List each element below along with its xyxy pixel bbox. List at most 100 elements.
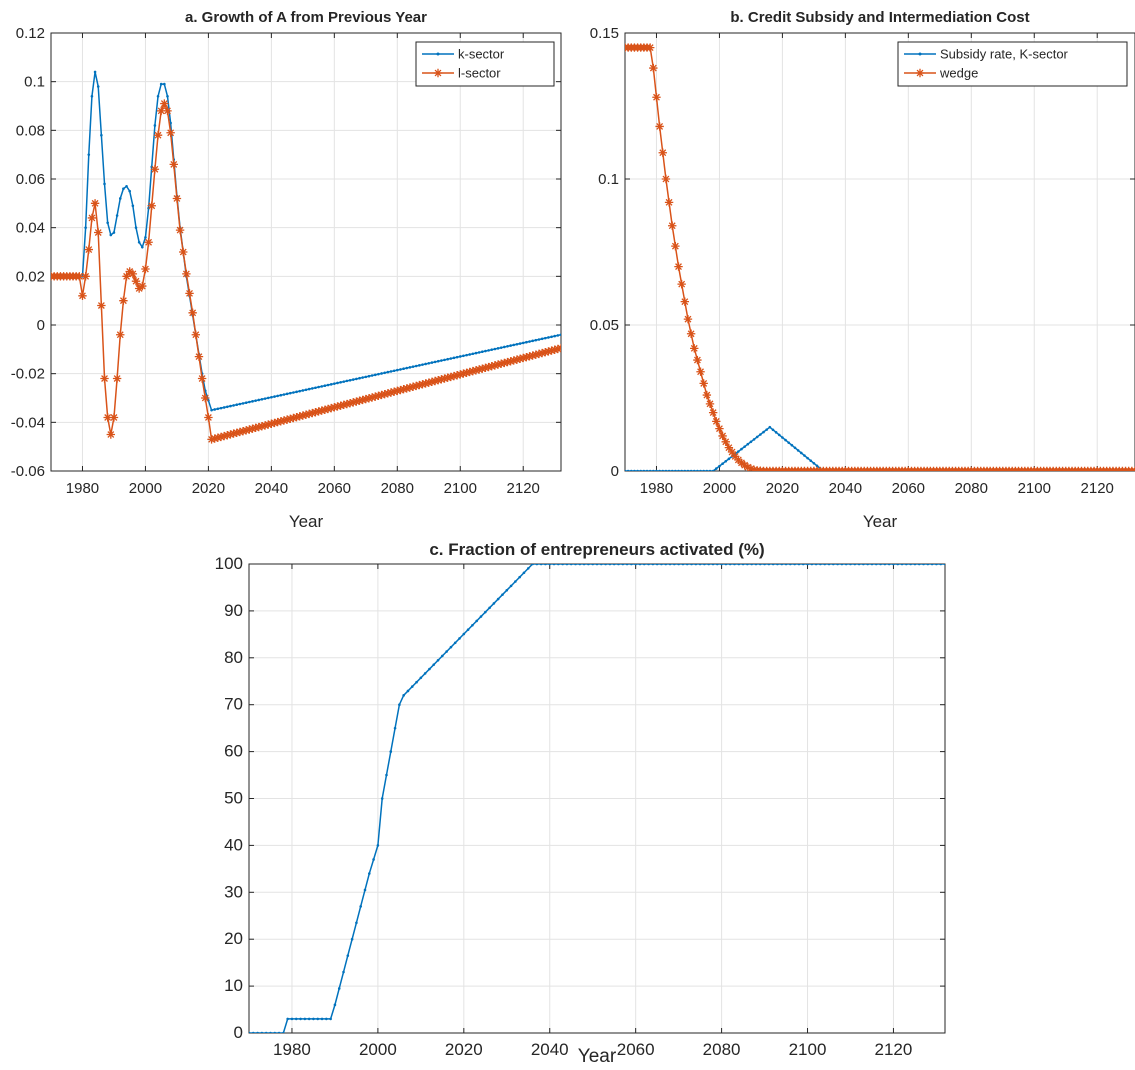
data-point xyxy=(90,199,100,208)
data-point xyxy=(436,359,440,363)
data-point xyxy=(317,406,326,415)
data-point xyxy=(266,396,270,400)
data-point xyxy=(131,204,135,208)
data-point xyxy=(547,336,550,339)
data-point xyxy=(342,380,346,383)
data-point xyxy=(441,654,444,658)
data-point xyxy=(106,430,116,439)
data-point xyxy=(449,371,459,381)
y-tick-label: 100 xyxy=(215,554,243,573)
data-point xyxy=(320,1017,324,1021)
data-point xyxy=(163,106,172,116)
data-point xyxy=(823,564,827,566)
data-point xyxy=(156,94,160,98)
x-axis-label: Year xyxy=(578,1046,617,1065)
data-point xyxy=(351,378,355,381)
data-point xyxy=(430,376,440,386)
data-point xyxy=(471,352,475,356)
data-point xyxy=(156,106,166,116)
data-point xyxy=(724,443,734,452)
data-point xyxy=(462,632,466,636)
data-point xyxy=(763,564,766,566)
y-tick-label: -0.02 xyxy=(11,366,45,383)
data-point xyxy=(445,650,448,653)
data-point xyxy=(528,351,537,360)
y-tick-label: 0 xyxy=(234,1023,243,1042)
x-tick-label: 2000 xyxy=(129,480,162,497)
data-point xyxy=(194,352,204,361)
data-point xyxy=(547,346,556,355)
data-point xyxy=(373,373,377,377)
data-point xyxy=(90,94,94,98)
data-point xyxy=(436,659,440,662)
data-point xyxy=(159,82,163,86)
data-point xyxy=(686,469,690,471)
data-point xyxy=(238,426,248,436)
data-point xyxy=(415,680,418,684)
data-point xyxy=(557,564,560,566)
data-point xyxy=(777,433,781,437)
chart-title: c. Fraction of entrepreneurs activated (… xyxy=(429,540,764,559)
data-point xyxy=(277,1031,281,1033)
x-tick-label: 2100 xyxy=(789,1040,827,1059)
data-point xyxy=(522,571,526,575)
data-point xyxy=(402,367,405,371)
data-point xyxy=(793,564,796,566)
y-tick-label: 0 xyxy=(611,463,619,480)
data-point xyxy=(182,269,191,279)
data-point xyxy=(440,374,449,383)
data-point xyxy=(150,165,160,174)
data-point xyxy=(355,921,358,925)
data-point xyxy=(399,385,408,394)
data-point xyxy=(402,384,411,393)
data-point xyxy=(179,247,188,257)
data-point xyxy=(112,231,116,234)
data-point xyxy=(887,564,891,566)
data-point xyxy=(721,462,724,466)
data-point xyxy=(484,349,487,353)
data-point xyxy=(235,403,239,407)
x-tick-label: 2020 xyxy=(445,1040,483,1059)
data-point xyxy=(727,457,731,461)
x-tick-label: 2040 xyxy=(531,1040,569,1059)
data-point xyxy=(935,564,938,566)
data-point xyxy=(316,1017,320,1021)
legend-marker xyxy=(915,68,925,78)
chart-title: b. Credit Subsidy and Intermediation Cos… xyxy=(730,9,1029,26)
data-point xyxy=(333,402,342,411)
data-point xyxy=(827,564,831,566)
data-point xyxy=(295,390,298,394)
data-point xyxy=(342,399,352,409)
data-point xyxy=(462,368,471,377)
data-point xyxy=(428,667,431,671)
data-point xyxy=(862,564,865,566)
data-point xyxy=(481,363,490,373)
chart-panel-a: 1980 2000 2020 2040 2060 2080 2100 2120 -0.06 -0.… xyxy=(11,9,562,531)
data-point xyxy=(292,412,301,422)
data-point xyxy=(612,564,616,566)
plot-area xyxy=(51,33,561,471)
data-point xyxy=(728,564,732,566)
y-tick-label: -0.06 xyxy=(11,463,45,480)
data-point xyxy=(512,343,516,347)
data-point xyxy=(667,469,671,471)
data-point xyxy=(708,408,718,417)
data-point xyxy=(395,368,399,372)
data-point xyxy=(689,469,693,471)
data-point xyxy=(535,564,539,566)
data-point xyxy=(749,440,753,444)
data-point xyxy=(790,443,794,447)
data-point xyxy=(926,564,930,566)
data-point xyxy=(492,602,496,605)
data-point xyxy=(652,93,661,102)
data-point xyxy=(537,338,541,341)
data-point xyxy=(285,392,289,396)
x-tick-label: 2080 xyxy=(955,480,988,497)
data-point xyxy=(257,398,261,402)
data-point xyxy=(553,334,557,338)
data-point xyxy=(333,1003,337,1007)
data-point xyxy=(251,423,260,433)
data-point xyxy=(815,464,819,468)
data-point xyxy=(737,450,740,453)
data-point xyxy=(629,469,633,471)
